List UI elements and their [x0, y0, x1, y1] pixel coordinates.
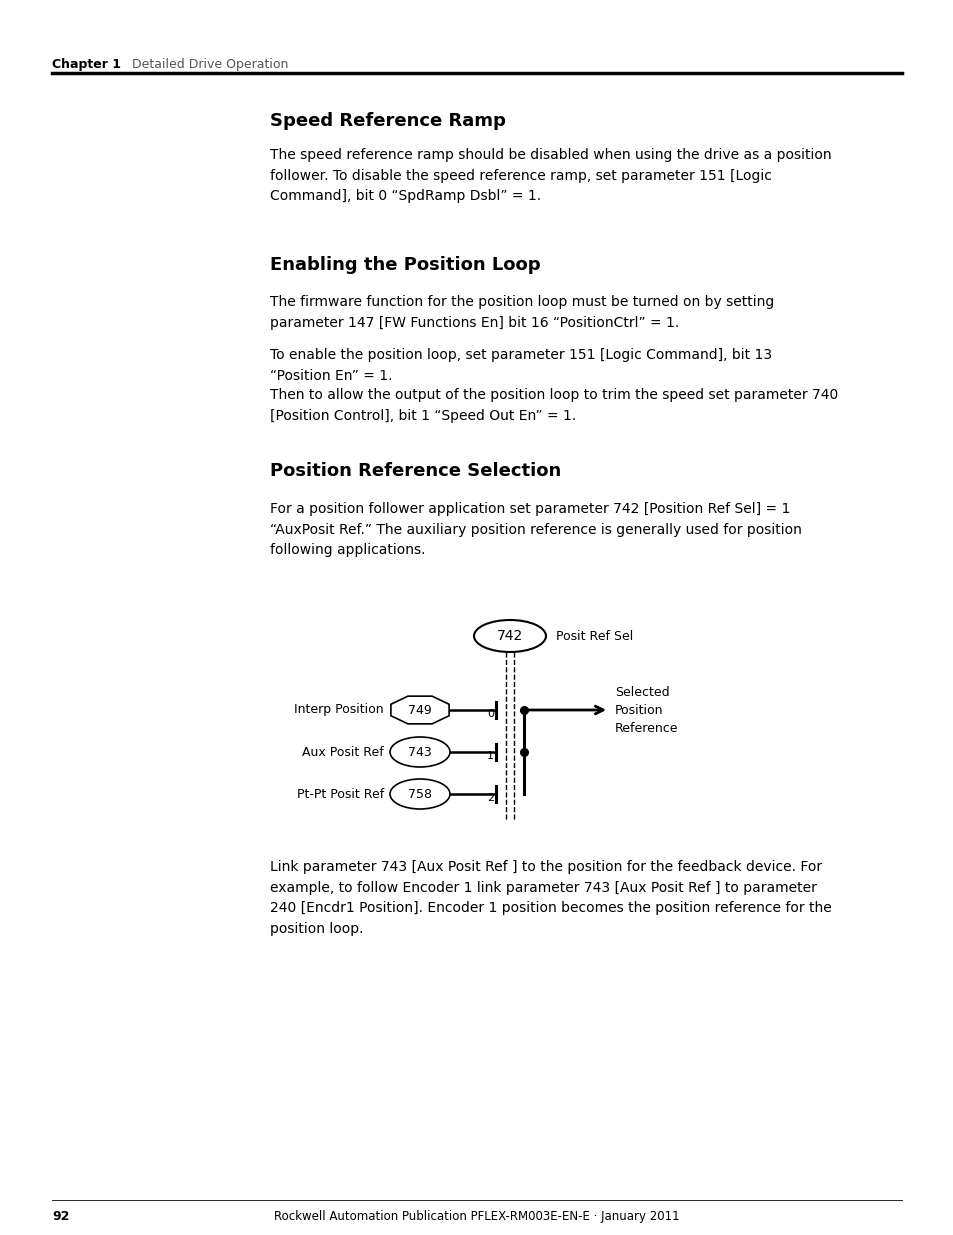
Text: 749: 749: [408, 704, 432, 716]
Text: 92: 92: [52, 1210, 70, 1223]
Text: 743: 743: [408, 746, 432, 758]
Text: Speed Reference Ramp: Speed Reference Ramp: [270, 112, 505, 130]
Text: Aux Posit Ref: Aux Posit Ref: [302, 746, 384, 758]
Text: Enabling the Position Loop: Enabling the Position Loop: [270, 256, 540, 274]
Text: Then to allow the output of the position loop to trim the speed set parameter 74: Then to allow the output of the position…: [270, 388, 838, 422]
Text: For a position follower application set parameter 742 [Position Ref Sel] = 1
“Au: For a position follower application set …: [270, 501, 801, 557]
Text: Link parameter 743 [Aux Posit Ref ] to the position for the feedback device. For: Link parameter 743 [Aux Posit Ref ] to t…: [270, 860, 831, 936]
Text: 2: 2: [486, 793, 494, 803]
Text: 1: 1: [486, 751, 494, 761]
Text: Selected
Position
Reference: Selected Position Reference: [615, 685, 678, 735]
Text: Posit Ref Sel: Posit Ref Sel: [556, 630, 633, 642]
Text: The speed reference ramp should be disabled when using the drive as a position
f: The speed reference ramp should be disab…: [270, 148, 831, 204]
Text: 0: 0: [486, 709, 494, 719]
Text: Position Reference Selection: Position Reference Selection: [270, 462, 560, 480]
Text: The firmware function for the position loop must be turned on by setting
paramet: The firmware function for the position l…: [270, 295, 774, 330]
Text: To enable the position loop, set parameter 151 [Logic Command], bit 13
“Position: To enable the position loop, set paramet…: [270, 348, 771, 383]
Text: Rockwell Automation Publication PFLEX-RM003E-EN-E · January 2011: Rockwell Automation Publication PFLEX-RM…: [274, 1210, 679, 1223]
Text: Pt-Pt Posit Ref: Pt-Pt Posit Ref: [296, 788, 384, 800]
Text: 742: 742: [497, 629, 522, 643]
Text: Interp Position: Interp Position: [294, 704, 384, 716]
Text: Chapter 1: Chapter 1: [52, 58, 121, 70]
Text: Detailed Drive Operation: Detailed Drive Operation: [132, 58, 288, 70]
Text: 758: 758: [408, 788, 432, 800]
